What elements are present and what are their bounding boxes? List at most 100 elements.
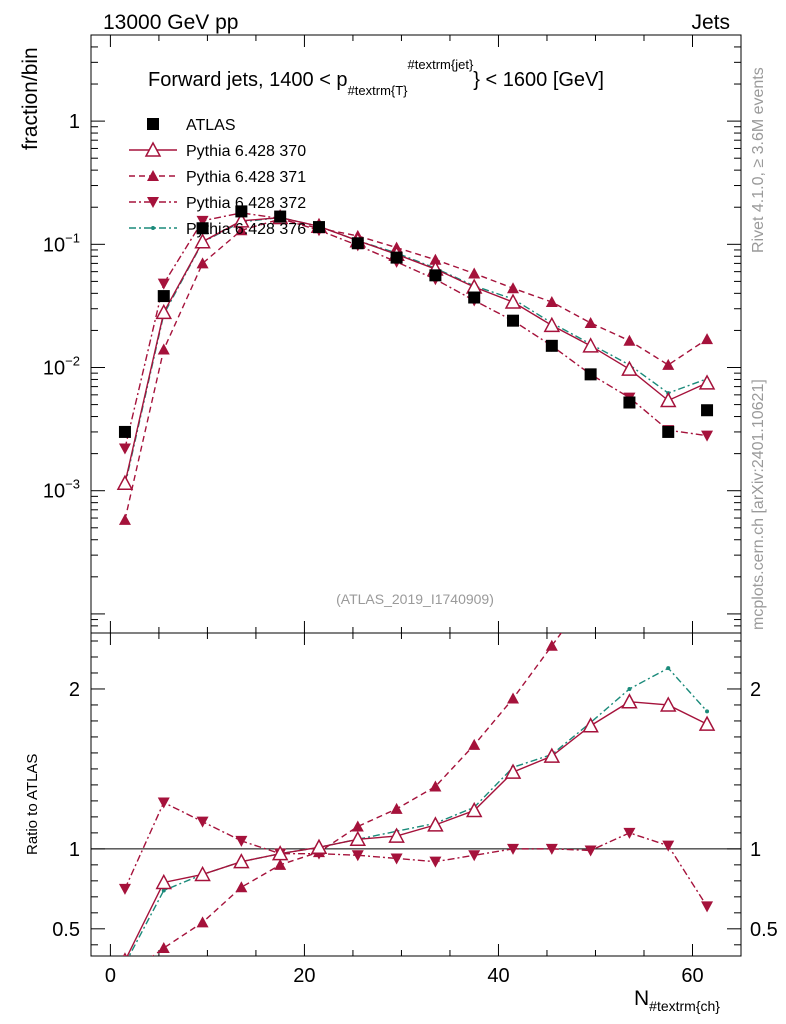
point-atlas (235, 205, 248, 218)
point-pythia-6-428-371 (507, 282, 520, 294)
y-tick-label-base: 10 (43, 481, 65, 503)
point-pythia-6-428-370 (504, 293, 522, 309)
y-tick-label-ratio-left: 0.5 (52, 919, 80, 941)
ratio-point-pythia-6-428-371 (235, 881, 248, 893)
analysis-id-label: (ATLAS_2019_I1740909) (336, 591, 494, 607)
title-sub: #textrm{T} (348, 83, 409, 98)
ratio-point-pythia-6-428-370 (155, 873, 173, 890)
point-pythia-6-428-371 (623, 334, 636, 346)
ratio-point-pythia-6-428-372 (429, 856, 442, 868)
y-tick-label-ratio-right: 2 (750, 679, 761, 701)
point-pythia-6-428-371 (545, 296, 558, 308)
ratio-line-pythia-6-428-371 (151, 633, 563, 956)
x-tick-label: 40 (487, 965, 509, 987)
y-tick-label-main: 10−2 (43, 354, 80, 380)
x-tick-label: 20 (293, 965, 315, 987)
ratio-point-pythia-6-428-371 (351, 820, 364, 832)
main-series-lines (124, 212, 708, 521)
point-pythia-6-428-370 (155, 303, 173, 320)
point-atlas (662, 425, 675, 438)
ratio-point-pythia-6-428-376 (705, 709, 710, 714)
legend-label-pythia-6-428-370: Pythia 6.428 370 (186, 143, 306, 160)
ratio-point-pythia-6-428-370 (698, 715, 716, 731)
ratio-point-pythia-6-428-376 (161, 888, 166, 893)
series-line-pythia-6-428-371 (124, 218, 708, 521)
point-pythia-6-428-370 (698, 374, 716, 390)
legend-marker-atlas (147, 118, 159, 130)
mcplots-label: mcplots.cern.ch [arXiv:2401.10621] (750, 379, 767, 630)
ratio-point-pythia-6-428-372 (623, 827, 636, 839)
point-atlas (196, 222, 209, 235)
ratio-point-pythia-6-428-370 (194, 865, 211, 882)
ratio-point-pythia-6-428-370 (465, 801, 483, 818)
ratio-point-pythia-6-428-372 (235, 835, 248, 847)
point-pythia-6-428-372 (157, 278, 170, 290)
plot-title: Forward jets, 1400 < p#textrm{T} #textrm{… (148, 57, 604, 98)
point-pythia-6-428-370 (116, 474, 134, 490)
point-pythia-6-428-370 (465, 278, 483, 294)
series-line-pythia-6-428-372 (124, 212, 708, 449)
header-left-label: 13000 GeV pp (103, 11, 238, 34)
point-pythia-6-428-371 (429, 253, 442, 265)
y-tick-label-ratio-left: 2 (69, 679, 80, 701)
point-pythia-6-428-371 (662, 358, 675, 370)
ratio-point-pythia-6-428-370 (621, 693, 638, 709)
y-tick-label-exp: −1 (65, 230, 80, 245)
title-sup: #textrm{jet} (408, 57, 474, 72)
legend-marker-pythia-6-428-372 (147, 197, 159, 208)
y-tick-label-ratio-right: 0.5 (750, 919, 778, 941)
point-atlas (429, 269, 442, 282)
point-pythia-6-428-370 (621, 360, 638, 376)
point-pythia-6-428-371 (235, 224, 248, 236)
y-tick-label-main: 10−3 (43, 477, 80, 503)
ratio-point-pythia-6-428-371 (429, 780, 442, 792)
main-y-axis-label: fraction/bin (19, 47, 42, 150)
ratio-point-pythia-6-428-371 (119, 971, 131, 982)
y-tick-label-ratio-right: 1 (750, 839, 761, 861)
y-tick-label-base: 10 (43, 234, 65, 256)
ratio-point-pythia-6-428-371 (545, 639, 558, 651)
ratio-point-pythia-6-428-372 (157, 797, 170, 809)
y-tick-label-main: 10−1 (43, 230, 80, 256)
legend-label-pythia-6-428-376: Pythia 6.428 376 (186, 221, 306, 238)
ratio-point-pythia-6-428-372 (507, 843, 520, 855)
point-atlas (351, 237, 364, 250)
ratio-panel-frame (90, 632, 742, 957)
ratio-point-pythia-6-428-370 (543, 747, 561, 763)
title-pre: Forward jets, 1400 < p (148, 69, 348, 91)
ratio-series-markers (118, 491, 716, 982)
y-tick-label-exp: −3 (65, 477, 80, 492)
point-pythia-6-428-370 (194, 233, 211, 249)
point-pythia-6-428-372 (118, 443, 131, 455)
legend: ATLAS Pythia 6.428 370 Pythia 6.428 371 Pyt… (129, 117, 306, 238)
legend-label-pythia-6-428-372: Pythia 6.428 372 (186, 195, 306, 212)
point-atlas (118, 425, 131, 438)
legend-marker-pythia-6-428-370 (144, 141, 162, 157)
point-atlas (312, 221, 325, 234)
point-atlas (701, 404, 714, 417)
y-tick-label-exp: −2 (65, 354, 80, 369)
y-tick-label-ratio-left: 1 (69, 839, 80, 861)
point-pythia-6-428-371 (118, 513, 131, 525)
ratio-point-pythia-6-428-376 (123, 962, 127, 966)
point-pythia-6-428-371 (196, 257, 209, 269)
ratio-point-pythia-6-428-372 (118, 883, 131, 895)
ratio-point-pythia-6-428-371 (623, 491, 635, 502)
x-axis-label-sub: #textrm{ch} (649, 998, 720, 1014)
header-right-label: Jets (691, 11, 730, 34)
legend-marker-pythia-6-428-371 (147, 170, 159, 181)
ratio-series-lines (124, 633, 708, 956)
legend-label-pythia-6-428-371: Pythia 6.428 371 (186, 169, 306, 186)
ratio-point-pythia-6-428-370 (659, 696, 677, 712)
ratio-point-pythia-6-428-371 (468, 738, 481, 750)
rivet-version-label: Rivet 4.1.0, ≥ 3.6M events (750, 67, 767, 253)
series-line-pythia-6-428-376 (124, 216, 708, 486)
point-atlas (545, 339, 558, 352)
ratio-point-pythia-6-428-372 (662, 840, 675, 852)
point-pythia-6-428-371 (468, 267, 481, 279)
ratio-point-pythia-6-428-372 (390, 853, 403, 865)
point-atlas (584, 368, 597, 381)
point-pythia-6-428-372 (196, 215, 209, 227)
